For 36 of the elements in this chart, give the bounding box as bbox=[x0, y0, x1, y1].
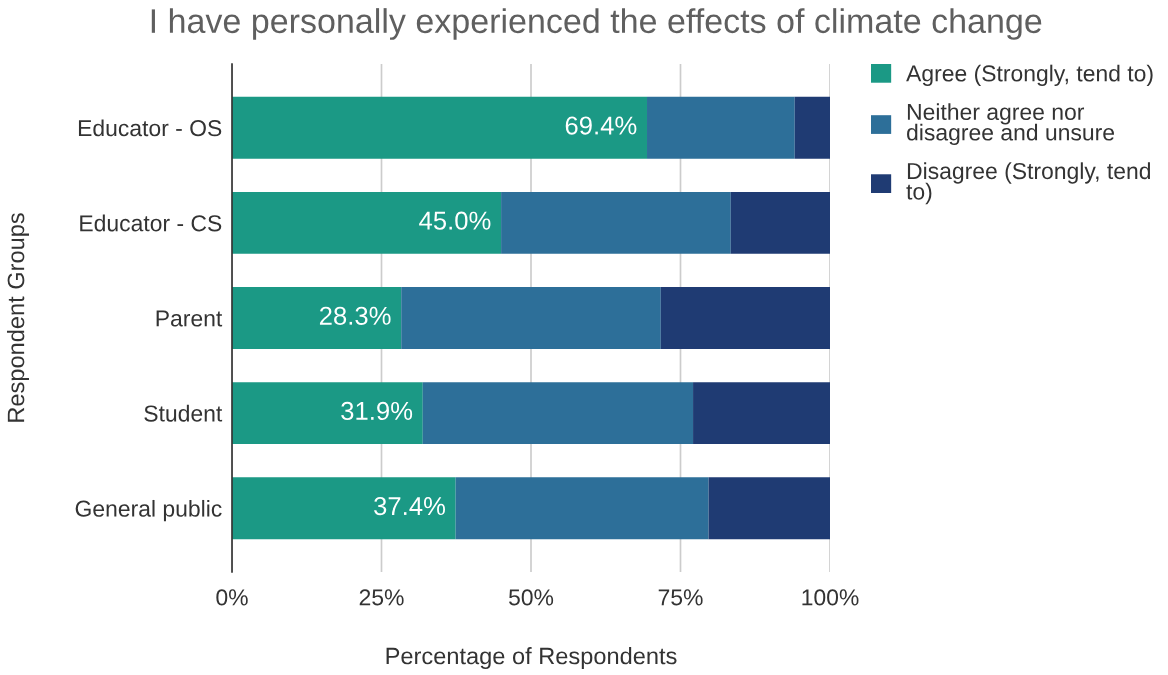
bar bbox=[232, 96, 648, 159]
bar bbox=[647, 96, 795, 159]
x-tick-label: 50% bbox=[508, 589, 554, 606]
bar bbox=[232, 477, 456, 540]
y-tick-label: General public bbox=[75, 499, 222, 522]
legend-label: Agree (Strongly, tend to) bbox=[906, 64, 1153, 87]
data-label: 45.0% bbox=[419, 211, 491, 230]
y-tick-label: Educator - CS bbox=[80, 214, 222, 232]
bar bbox=[232, 191, 502, 254]
x-axis-title: Percentage of Respondents bbox=[386, 646, 677, 670]
bar bbox=[455, 477, 709, 540]
bar bbox=[708, 477, 830, 540]
x-tick-label: 75% bbox=[658, 589, 703, 606]
y-tick-label: Educator - OS bbox=[78, 119, 222, 137]
y-tick-label: Parent bbox=[156, 310, 223, 327]
legend-label: Neither agree nor disagree and unsure bbox=[907, 103, 1114, 146]
data-label: 69.4% bbox=[565, 116, 637, 135]
bar bbox=[422, 382, 694, 445]
chart-title: I have personally experienced the effects of climate change bbox=[151, 8, 1042, 40]
y-axis-title: Respondent Groups bbox=[7, 213, 29, 422]
y-tick-label: Student bbox=[144, 404, 223, 422]
x-tick-label: 0% bbox=[216, 589, 248, 606]
legend-label: Disagree (Strongly, tend to) bbox=[906, 162, 1151, 205]
data-label: 28.3% bbox=[319, 306, 391, 325]
data-label: 31.9% bbox=[341, 401, 413, 421]
bar bbox=[660, 287, 830, 349]
x-tick-label: 100% bbox=[802, 589, 859, 606]
bar bbox=[794, 96, 830, 159]
x-tick-label: 25% bbox=[359, 589, 404, 606]
bar bbox=[401, 287, 661, 349]
bar bbox=[232, 287, 402, 349]
bar bbox=[501, 191, 731, 254]
data-label: 37.4% bbox=[374, 496, 446, 516]
bar bbox=[232, 382, 423, 445]
bar bbox=[730, 191, 830, 254]
bar bbox=[693, 382, 830, 445]
